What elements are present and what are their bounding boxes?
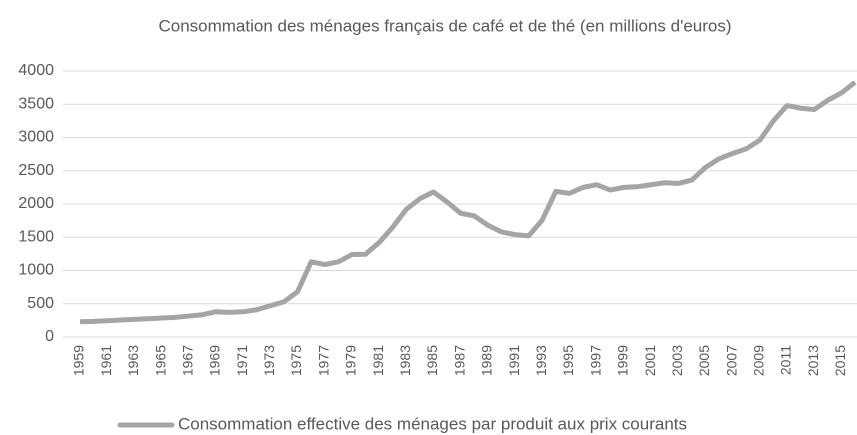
x-tick-label: 1999 xyxy=(615,345,631,376)
y-tick-label: 1500 xyxy=(18,228,54,245)
x-tick-label: 1983 xyxy=(397,345,413,376)
x-tick-label: 2003 xyxy=(669,345,685,376)
x-tick-label: 2009 xyxy=(751,345,767,376)
x-tick-label: 1973 xyxy=(261,345,277,376)
x-tick-label: 2015 xyxy=(832,345,848,376)
y-tick-label: 2500 xyxy=(18,162,54,179)
x-tick-label: 1987 xyxy=(451,345,467,376)
x-tick-label: 1991 xyxy=(506,345,522,376)
x-tick-label: 1975 xyxy=(288,345,304,376)
y-tick-label: 3500 xyxy=(18,95,54,112)
x-tick-label: 1963 xyxy=(125,345,141,376)
x-tick-label: 1989 xyxy=(479,345,495,376)
x-tick-label: 2013 xyxy=(805,345,821,376)
y-tick-label: 2000 xyxy=(18,195,54,212)
y-tick-label: 0 xyxy=(45,328,54,345)
x-tick-label: 1961 xyxy=(98,345,114,376)
x-tick-label: 2001 xyxy=(642,345,658,376)
x-tick-label: 2011 xyxy=(778,345,794,375)
y-tick-label: 3000 xyxy=(18,129,54,146)
x-tick-label: 1985 xyxy=(424,345,440,376)
x-tick-label: 2007 xyxy=(723,345,739,376)
chart-title: Consommation des ménages français de caf… xyxy=(158,16,731,35)
y-tick-label: 4000 xyxy=(18,62,54,79)
y-tick-label: 1000 xyxy=(18,262,54,279)
x-tick-label: 1977 xyxy=(315,345,331,376)
legend-label: Consommation effective des ménages par p… xyxy=(178,414,687,433)
x-tick-label: 1995 xyxy=(560,345,576,376)
x-tick-label: 1979 xyxy=(343,345,359,376)
x-tick-label: 1965 xyxy=(152,345,168,376)
y-tick-label: 500 xyxy=(27,295,54,312)
x-tick-label: 1997 xyxy=(587,345,603,376)
x-tick-label: 1993 xyxy=(533,345,549,376)
x-tick-label: 1981 xyxy=(370,345,386,376)
x-tick-label: 1967 xyxy=(179,345,195,376)
x-tick-label: 1959 xyxy=(71,345,87,376)
x-tick-label: 2005 xyxy=(696,345,712,376)
line xyxy=(79,80,857,325)
x-tick-label: 1969 xyxy=(207,345,223,376)
x-tick-label: 1971 xyxy=(234,345,250,376)
